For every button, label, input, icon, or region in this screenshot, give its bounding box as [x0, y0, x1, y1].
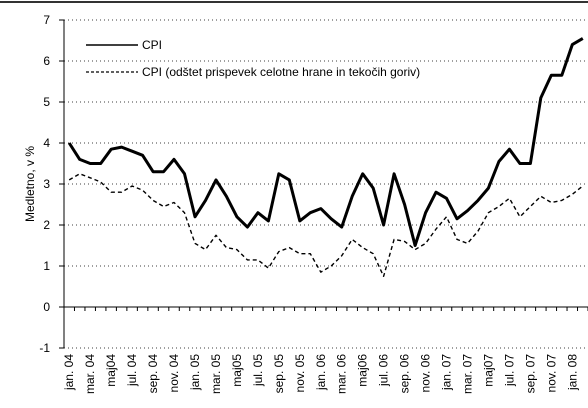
- legend-label: CPI (odštet prispevek celotne hrane in t…: [142, 65, 420, 79]
- x-tick-label: maj04: [104, 354, 118, 387]
- x-tick-label: maj07: [481, 354, 495, 387]
- x-tick-label: maj05: [230, 354, 244, 387]
- x-tick-label: jul. 07: [502, 354, 516, 387]
- legend-label: CPI: [142, 38, 162, 52]
- y-axis-label: Medletno, v %: [23, 146, 37, 222]
- x-tick-label: sep. 07: [523, 354, 537, 394]
- line-series: [67, 37, 584, 247]
- y-tick-label: 3: [43, 177, 50, 191]
- x-tick-label: mar. 04: [83, 354, 97, 394]
- y-tick-label: 0: [43, 300, 50, 314]
- x-tick-label: nov. 06: [419, 354, 433, 393]
- y-tick-label: 5: [43, 95, 50, 109]
- x-tick-label: jul. 05: [251, 354, 265, 387]
- x-tick-label: mar. 06: [335, 354, 349, 394]
- x-tick-label: maj06: [356, 354, 370, 387]
- y-tick-label: 7: [43, 13, 50, 27]
- y-tick-label: 4: [43, 136, 50, 150]
- x-tick-label: jan. 08: [565, 354, 579, 391]
- y-tick-label: -1: [39, 341, 50, 355]
- x-tick-label: jul. 06: [377, 354, 391, 387]
- x-tick-label: nov. 05: [293, 354, 307, 393]
- x-tick-label: jan. 07: [440, 354, 454, 391]
- x-tick-label: jan. 05: [188, 354, 202, 391]
- x-tick-label: jul. 04: [125, 354, 139, 387]
- x-tick-label: jan. 04: [62, 354, 76, 391]
- line-series: [68, 173, 584, 277]
- x-tick-label: nov. 07: [544, 354, 558, 393]
- y-tick-label: 1: [43, 259, 50, 273]
- x-tick-label: mar. 07: [460, 354, 474, 394]
- x-tick-label: sep. 04: [146, 354, 160, 394]
- y-tick-label: 2: [43, 218, 50, 232]
- x-tick-label: jan. 06: [314, 354, 328, 391]
- x-tick-label: sep. 06: [398, 354, 412, 394]
- x-tick-label: nov. 04: [167, 354, 181, 393]
- y-tick-label: 6: [43, 54, 50, 68]
- x-tick-label: sep. 05: [272, 354, 286, 394]
- x-tick-label: mar. 05: [209, 354, 223, 394]
